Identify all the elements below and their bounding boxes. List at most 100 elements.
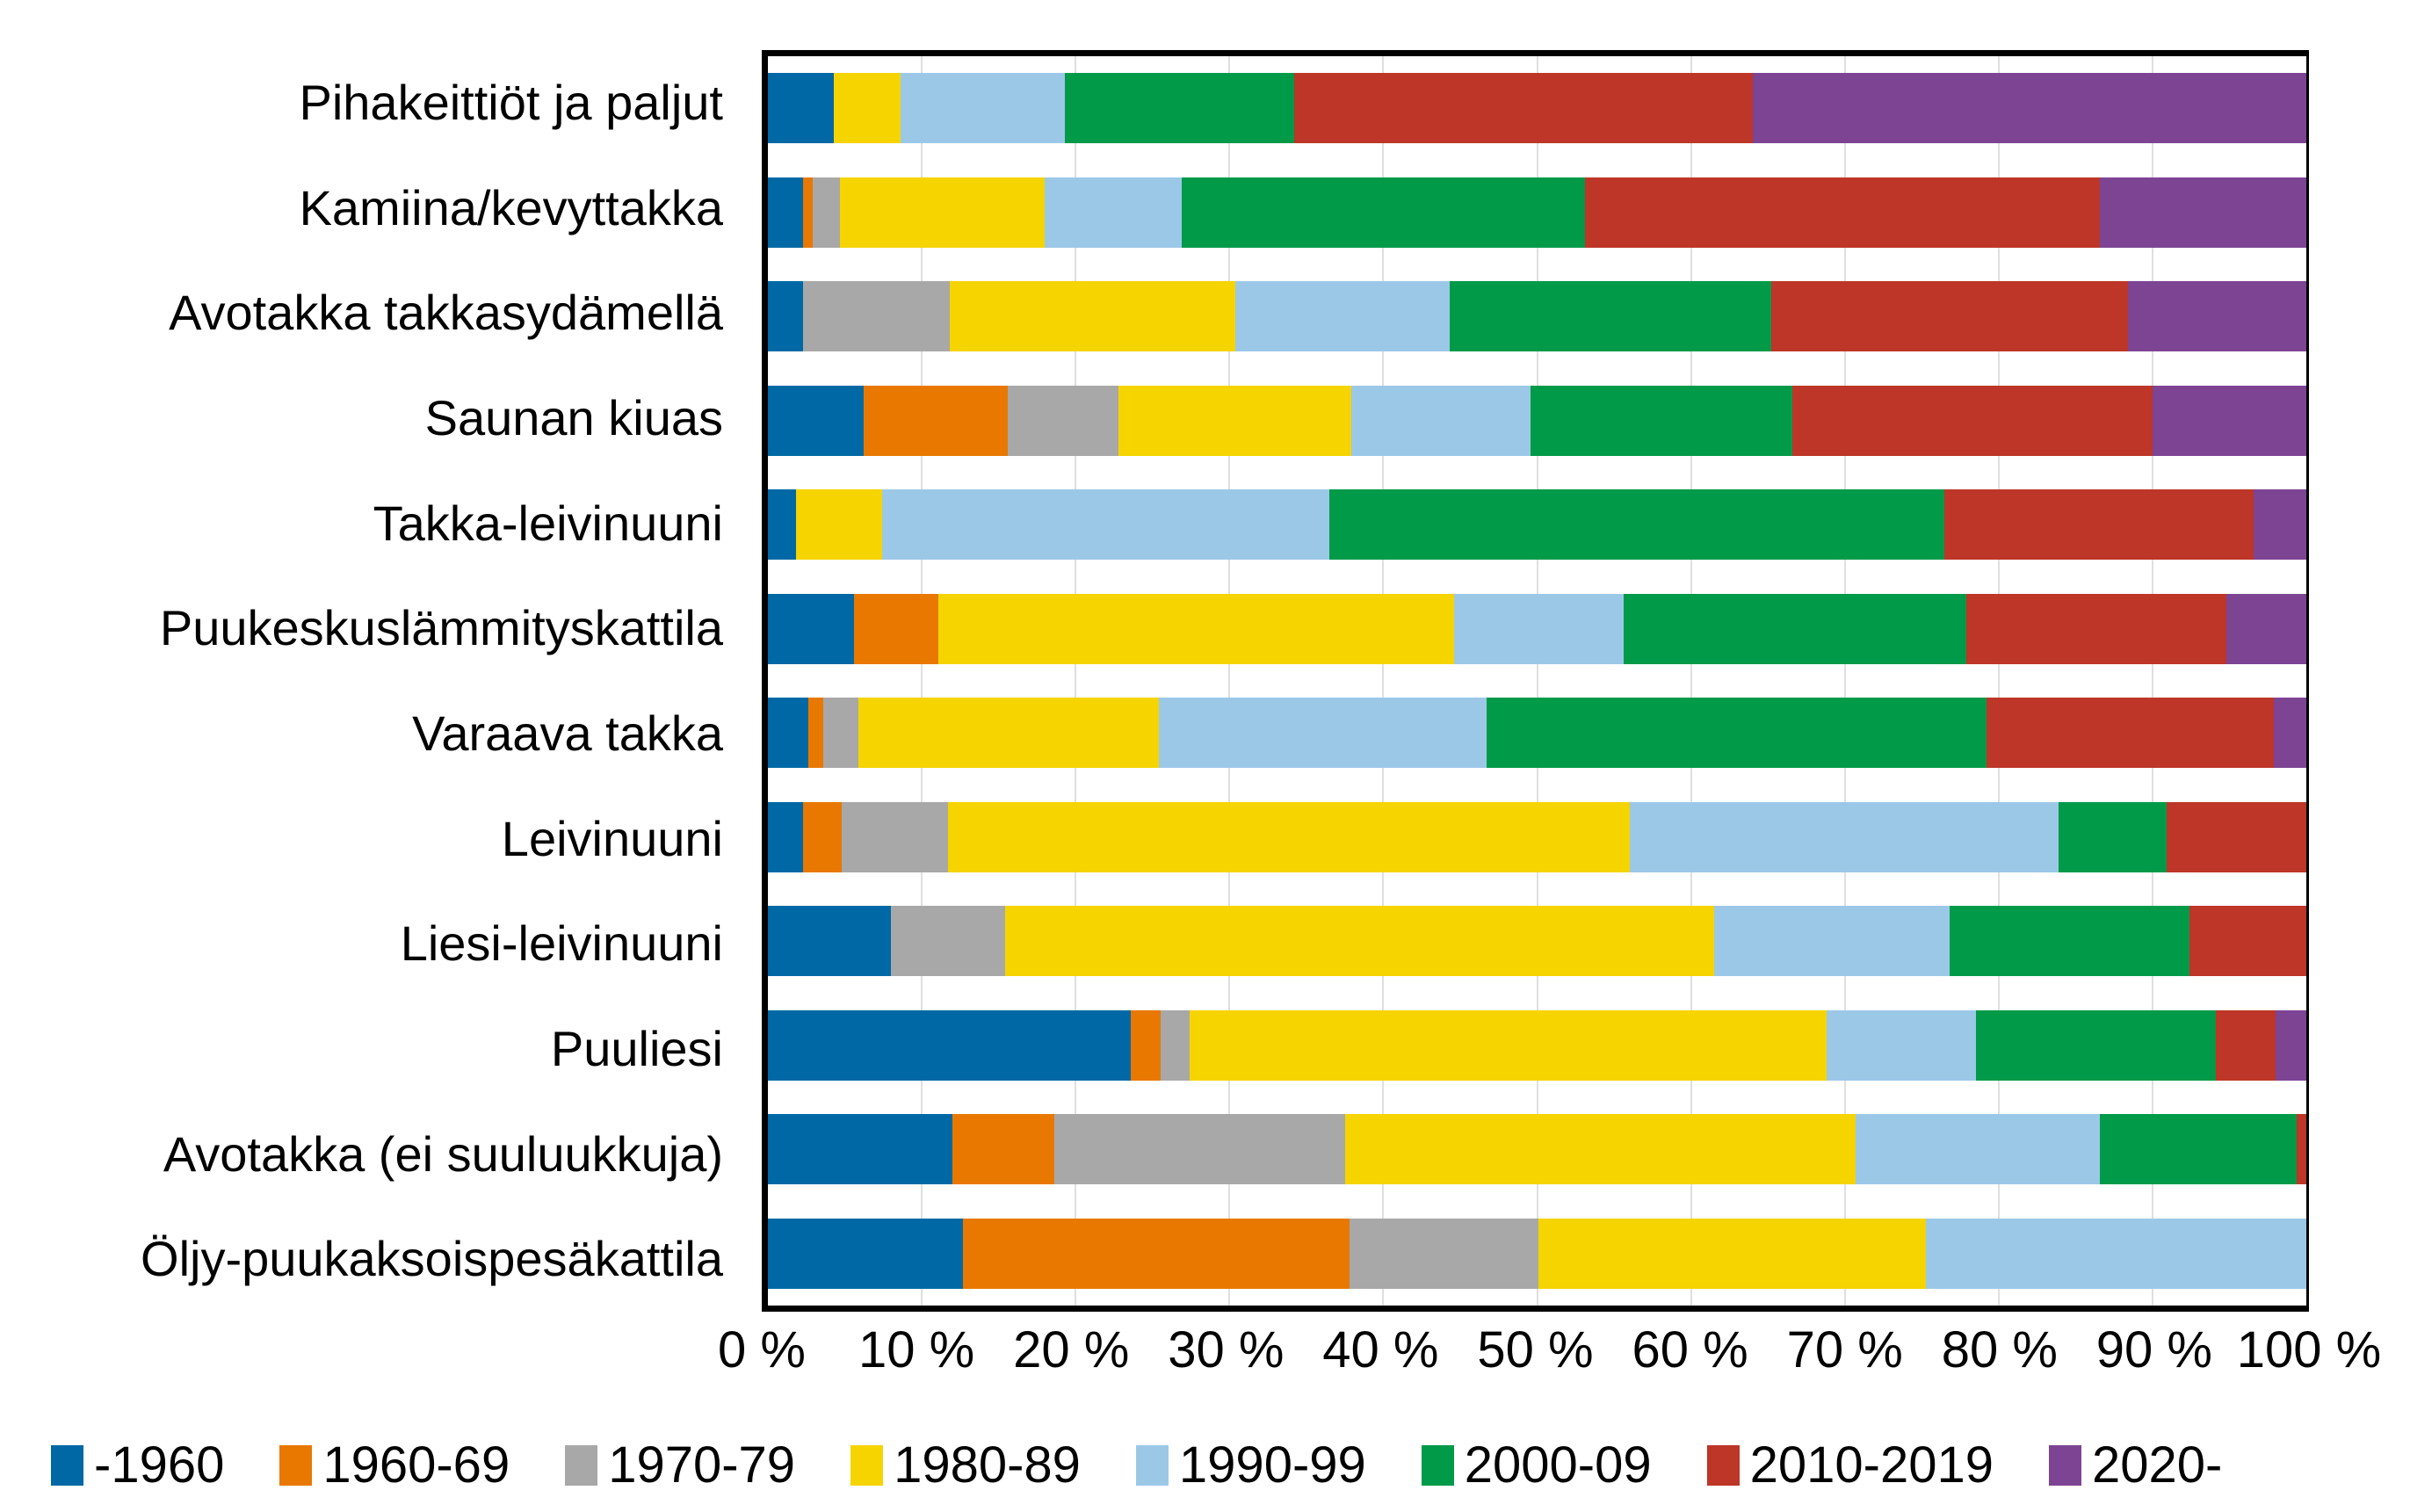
legend-item: 1960-69 bbox=[279, 1440, 510, 1491]
stacked-bar bbox=[768, 385, 2306, 456]
bar-segment--1960 bbox=[768, 385, 864, 456]
bar-segment-1980-89 bbox=[1118, 385, 1351, 456]
bar-row bbox=[768, 161, 2306, 265]
bar-segment-1980-89 bbox=[840, 177, 1046, 248]
bar-segment-2020- bbox=[2100, 177, 2306, 248]
legend-label: 2020- bbox=[2092, 1436, 2223, 1494]
legend-marker-icon bbox=[51, 1445, 83, 1486]
x-tick-label: 30 % bbox=[1168, 1321, 1285, 1378]
bar-segment-1990-99 bbox=[1235, 281, 1450, 352]
legend-item: 2010-2019 bbox=[1706, 1436, 1994, 1494]
gridline bbox=[1997, 56, 2000, 1306]
legend-item: 2020- bbox=[2049, 1440, 2222, 1491]
category-label: Varaava takka bbox=[412, 705, 723, 761]
category-label: Pihakeittiöt ja paljut bbox=[299, 74, 723, 130]
bar-segment--1960 bbox=[768, 593, 855, 664]
gridline bbox=[921, 56, 923, 1306]
bar-segment-1990-99 bbox=[1713, 906, 1950, 977]
x-tick-label: 80 % bbox=[1941, 1321, 2058, 1378]
bar-segment-1970-79 bbox=[842, 801, 948, 872]
bar-segment-2010-2019 bbox=[2189, 906, 2306, 977]
stacked-bar bbox=[768, 906, 2306, 977]
bar-row bbox=[768, 994, 2306, 1098]
gridline bbox=[1843, 56, 1846, 1306]
bar-row bbox=[768, 681, 2306, 785]
bar-segment-2020- bbox=[2254, 489, 2306, 561]
bar-row bbox=[768, 889, 2306, 994]
legend-label: 1990-99 bbox=[1178, 1436, 1366, 1494]
legend-item: 1980-89 bbox=[850, 1440, 1081, 1491]
bar-segment--1960 bbox=[768, 906, 892, 977]
legend-item: 1970-79 bbox=[565, 1440, 795, 1491]
bar-segment-1980-89 bbox=[1189, 1009, 1827, 1081]
bar-segment-2020- bbox=[2275, 1009, 2306, 1081]
x-tick-label: 70 % bbox=[1786, 1321, 1903, 1378]
bar-segment--1960 bbox=[768, 698, 808, 769]
x-tick-label: 50 % bbox=[1477, 1321, 1594, 1378]
bar-segment-2000-09 bbox=[1531, 385, 1793, 456]
bar-segment-1980-89 bbox=[947, 801, 1630, 872]
bar-segment-1990-99 bbox=[900, 73, 1065, 144]
bar-segment-2000-09 bbox=[2100, 1114, 2298, 1185]
legend-label: 2010-2019 bbox=[1749, 1436, 1994, 1494]
gridline bbox=[1536, 56, 1538, 1306]
bar-segment-1990-99 bbox=[1350, 385, 1531, 456]
bar-segment-1960-69 bbox=[1131, 1009, 1161, 1081]
bar-segment-1960-69 bbox=[803, 177, 813, 248]
bar-segment--1960 bbox=[768, 73, 835, 144]
bar-segment-2010-2019 bbox=[1966, 593, 2226, 664]
category-label: Avotakka (ei suuluukkuja) bbox=[163, 1125, 723, 1182]
bar-row bbox=[768, 56, 2306, 161]
category-label: Takka-leivinuuni bbox=[373, 495, 723, 551]
bar-segment-1990-99 bbox=[881, 489, 1330, 561]
legend-marker-icon bbox=[279, 1445, 313, 1486]
bar-segment-2000-09 bbox=[1181, 177, 1585, 248]
x-tick-label: 0 % bbox=[718, 1321, 806, 1378]
bar-segment-2000-09 bbox=[1975, 1009, 2216, 1081]
bar-row bbox=[768, 473, 2306, 577]
bar-segment-1970-79 bbox=[803, 281, 950, 352]
legend-marker-icon bbox=[2049, 1445, 2082, 1486]
stacked-bar bbox=[768, 1114, 2306, 1185]
stacked-bar bbox=[768, 73, 2306, 144]
stacked-bar bbox=[768, 1218, 2306, 1289]
bar-segment-1960-69 bbox=[803, 801, 843, 872]
legend-label: 2000-09 bbox=[1464, 1436, 1652, 1494]
bar-row bbox=[768, 785, 2306, 890]
bar-segment-1980-89 bbox=[1538, 1218, 1927, 1289]
bar-segment-2010-2019 bbox=[2166, 801, 2306, 872]
legend-marker-icon bbox=[1421, 1445, 1454, 1486]
legend-item: -1960 bbox=[51, 1440, 224, 1491]
bar-segment-1980-89 bbox=[1004, 906, 1714, 977]
bar-segment-2020- bbox=[1752, 73, 2306, 144]
bar-segment-1970-79 bbox=[812, 177, 841, 248]
bar-segment-1970-79 bbox=[891, 906, 1005, 977]
bar-segment-2020- bbox=[2152, 385, 2306, 456]
bar-segment-1960-69 bbox=[854, 593, 939, 664]
bar-segment-2020- bbox=[2274, 698, 2306, 769]
gridline bbox=[1228, 56, 1231, 1306]
category-label: Puukeskuslämmityskattila bbox=[159, 600, 723, 656]
bar-segment-1990-99 bbox=[1629, 801, 2059, 872]
bar-segment-1980-89 bbox=[1344, 1114, 1856, 1185]
bar-segment-2020- bbox=[2127, 281, 2306, 352]
bar-row bbox=[768, 369, 2306, 474]
bar-segment-1960-69 bbox=[863, 385, 1009, 456]
bar-segment-1980-89 bbox=[938, 593, 1454, 664]
x-tick-label: 10 % bbox=[858, 1321, 975, 1378]
bar-segment-2000-09 bbox=[1949, 906, 2189, 977]
legend: -1960 1960-69 1970-79 1980-89 1990-99 2000-09… bbox=[51, 1430, 2401, 1501]
category-label: Saunan kiuas bbox=[424, 389, 723, 445]
bar-segment-2000-09 bbox=[1449, 281, 1771, 352]
bar-segment-1970-79 bbox=[1053, 1114, 1345, 1185]
bar-segment--1960 bbox=[768, 801, 804, 872]
legend-marker-icon bbox=[1706, 1445, 1740, 1486]
bar-segment-1990-99 bbox=[1453, 593, 1624, 664]
legend-item: 2000-09 bbox=[1421, 1436, 1652, 1494]
legend-marker-icon bbox=[565, 1445, 598, 1486]
legend-label: 1980-89 bbox=[894, 1436, 1081, 1494]
bar-segment-1980-89 bbox=[795, 489, 882, 561]
bar-segment-1990-99 bbox=[1045, 177, 1182, 248]
bar-segment-1970-79 bbox=[823, 698, 859, 769]
legend-label: 1960-69 bbox=[322, 1436, 510, 1494]
